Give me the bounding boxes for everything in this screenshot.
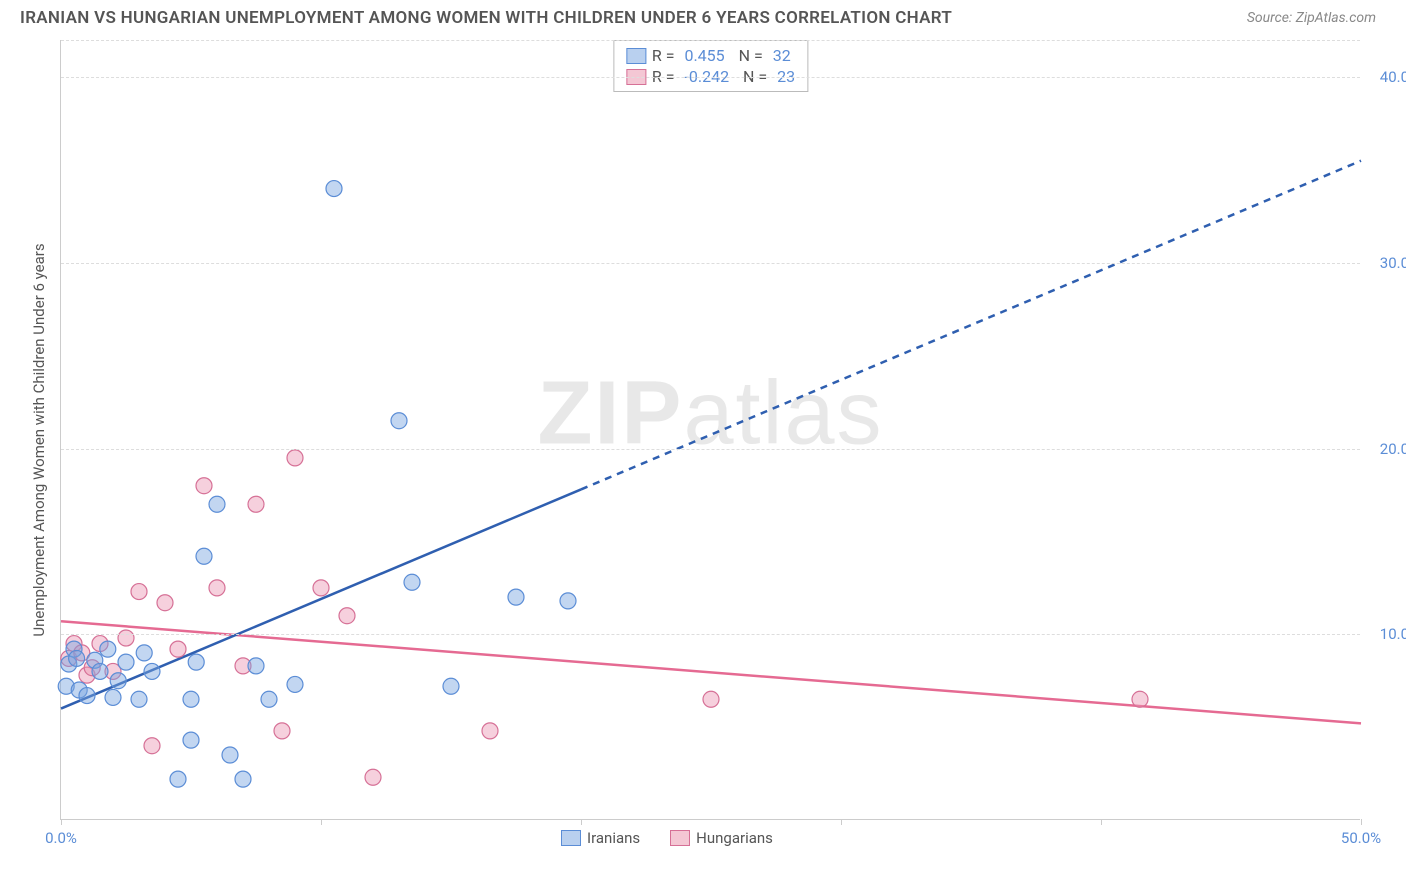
y-axis-label: Unemployment Among Women with Children U… [30,243,48,636]
swatch-icon [626,48,646,64]
series-label: Iranians [587,829,640,847]
data-point [69,650,85,666]
x-tick-label: 50.0% [1341,829,1381,847]
data-point [287,676,303,692]
data-point [79,688,95,704]
x-tick [61,819,62,825]
data-point [560,593,576,609]
data-point [110,673,126,689]
legend-text: R = [652,46,679,65]
x-tick [1361,819,1362,825]
y-tick-label: 40.0% [1380,68,1406,86]
y-tick-label: 20.0% [1380,440,1406,458]
data-point [188,654,204,670]
data-point [287,450,303,466]
data-point [196,478,212,494]
data-point [313,580,329,596]
source-label: Source: ZipAtlas.com [1247,10,1376,26]
gridline [61,40,1360,41]
legend-value: 0.455 [684,46,724,65]
data-point [703,691,719,707]
series-legend: Iranians Hungarians [561,829,773,847]
data-point [326,181,342,197]
stats-legend: R = 0.455 N = 32 R = -0.242 N = 23 [613,40,808,92]
legend-value: 32 [773,46,791,65]
data-point [235,771,251,787]
data-point [1132,691,1148,707]
x-tick [581,819,582,825]
gridline [61,449,1360,450]
data-point [105,689,121,705]
chart-title: IRANIAN VS HUNGARIAN UNEMPLOYMENT AMONG … [20,8,952,28]
data-point [183,691,199,707]
series-label: Hungarians [696,829,773,847]
data-point [261,691,277,707]
data-point [209,496,225,512]
scatter-plot-svg [61,40,1360,819]
data-point [443,678,459,694]
data-point [157,595,173,611]
x-tick-label: 0.0% [45,829,77,847]
data-point [248,496,264,512]
data-point [170,641,186,657]
data-point [170,771,186,787]
data-point [183,732,199,748]
data-point [100,641,116,657]
data-point [339,608,355,624]
chart-container: Unemployment Among Women with Children U… [50,40,1390,830]
y-tick-label: 10.0% [1380,625,1406,643]
data-point [508,589,524,605]
plot-area: ZIPatlas R = 0.455 N = 32 R = -0.242 N =… [60,40,1360,820]
data-point [404,574,420,590]
swatch-icon [670,830,690,846]
data-point [274,723,290,739]
data-point [144,738,160,754]
data-point [209,580,225,596]
gridline [61,263,1360,264]
data-point [222,747,238,763]
x-tick [321,819,322,825]
data-point [131,691,147,707]
gridline [61,634,1360,635]
data-point [248,658,264,674]
data-point [131,584,147,600]
data-point [118,630,134,646]
data-point [136,645,152,661]
series-legend-item: Hungarians [670,829,773,847]
trend-line [581,161,1361,490]
data-point [391,413,407,429]
x-tick [1101,819,1102,825]
legend-text: N = [731,46,767,65]
stats-legend-row: R = 0.455 N = 32 [626,45,795,66]
x-tick [841,819,842,825]
data-point [482,723,498,739]
data-point [92,663,108,679]
series-legend-item: Iranians [561,829,640,847]
data-point [196,548,212,564]
data-point [118,654,134,670]
swatch-icon [561,830,581,846]
gridline [61,77,1360,78]
y-tick-label: 30.0% [1380,254,1406,272]
data-point [144,663,160,679]
data-point [365,769,381,785]
